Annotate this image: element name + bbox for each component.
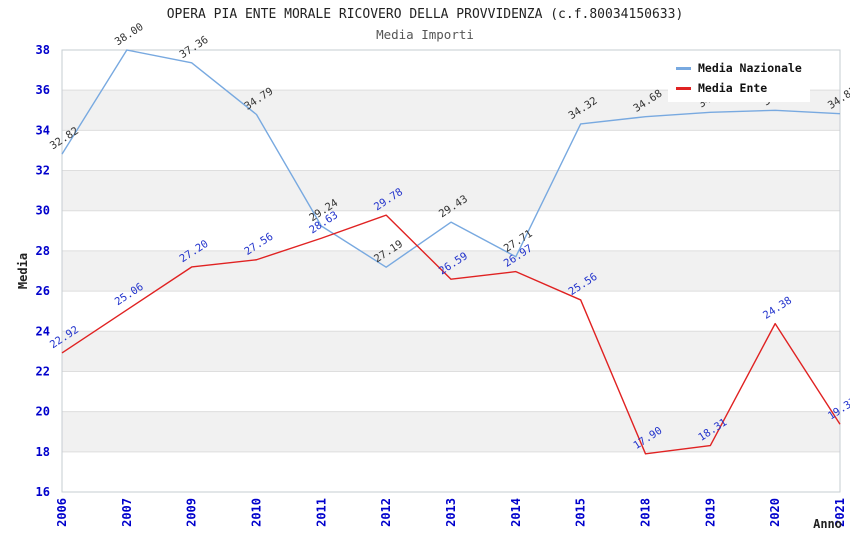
y-axis-title: Media	[16, 253, 30, 289]
y-tick-label: 24	[36, 324, 50, 338]
y-tick-label: 34	[36, 123, 50, 137]
series-line-media-nazionale	[61, 49, 841, 268]
chart-title: OPERA PIA ENTE MORALE RICOVERO DELLA PRO…	[166, 7, 684, 22]
y-tick-label: 16	[36, 485, 50, 499]
x-tick-label: 2014	[509, 498, 523, 527]
y-tick-label: 26	[36, 284, 50, 298]
x-tick-label: 2018	[639, 498, 653, 527]
y-tick-label: 18	[36, 445, 50, 459]
y-tick-label: 30	[36, 204, 50, 218]
legend-item-media-ente: Media Ente	[676, 80, 806, 95]
legend-label: Media Ente	[698, 80, 768, 95]
x-axis-title: Anno	[813, 517, 842, 531]
x-tick-label: 2009	[185, 498, 199, 527]
x-axis-ticks: 2006 2007 2009 2010 2011 2012 2013 2014 2015 2018…	[55, 498, 847, 527]
x-tick-label: 2021	[833, 498, 847, 527]
plot-border	[61, 49, 841, 493]
x-tick-label: 2007	[120, 498, 134, 527]
legend-item-media-nazionale: Media Nazionale	[676, 61, 806, 75]
legend-marker-line-red-icon	[676, 86, 691, 90]
data-label: 37.36	[178, 34, 211, 61]
y-tick-label: 36	[36, 83, 50, 97]
y-tick-label: 28	[36, 244, 50, 258]
y-tick-label: 38	[36, 43, 50, 57]
series-line-media-ente	[61, 214, 841, 455]
x-tick-label: 2010	[250, 498, 264, 527]
plot-bands	[62, 90, 840, 452]
data-label: 38.00	[113, 21, 146, 48]
y-tick-label: 22	[36, 364, 50, 378]
x-tick-label: 2011	[314, 498, 328, 527]
y-tick-label: 20	[36, 405, 50, 419]
x-tick-label: 2019	[703, 498, 717, 527]
y-axis-ticks: 16 18 20 22 24 26 28 30 32 34 36 38	[36, 43, 50, 499]
legend-label: Media Nazionale	[698, 61, 802, 75]
x-tick-label: 2012	[379, 498, 393, 527]
data-label: 24.38	[761, 294, 794, 321]
chart-subtitle: Media Importi	[376, 27, 474, 42]
x-tick-label: 2015	[574, 498, 588, 527]
gridlines	[62, 89, 840, 453]
y-tick-label: 32	[36, 164, 50, 178]
x-tick-label: 2013	[444, 498, 458, 527]
legend: Media Nazionale Media Ente	[668, 55, 810, 102]
legend-marker-line-blue-icon	[676, 67, 691, 71]
x-tick-label: 2020	[768, 498, 782, 527]
x-tick-label: 2006	[55, 498, 69, 527]
